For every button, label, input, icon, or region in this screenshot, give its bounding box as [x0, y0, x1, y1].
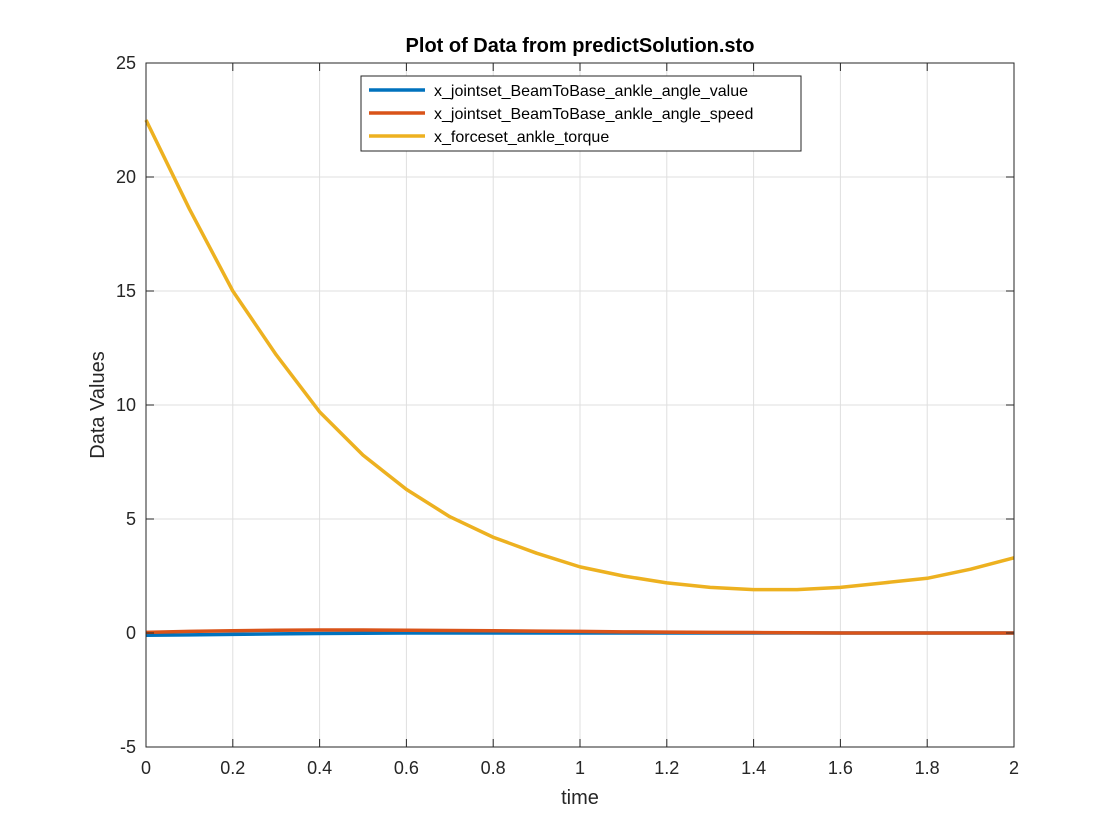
x-tick-label: 0.4 [307, 758, 332, 778]
x-tick-label: 2 [1009, 758, 1019, 778]
x-tick-label: 0 [141, 758, 151, 778]
series-lines [144, 119, 1015, 638]
y-tick-label: 20 [116, 167, 136, 187]
x-tick-label: 0.2 [220, 758, 245, 778]
y-tick-labels: -5 0 5 10 15 20 25 [116, 53, 136, 757]
legend-box [360, 75, 802, 152]
chart-title: Plot of Data from predictSolution.sto [406, 35, 755, 57]
y-tick-label: 25 [116, 53, 136, 73]
x-tick-label: 1.2 [654, 758, 679, 778]
x-tick-label: 1 [575, 758, 585, 778]
y-tick-label: -5 [120, 737, 136, 757]
y-tick-label: 0 [126, 623, 136, 643]
y-tick-label: 15 [116, 281, 136, 301]
x-tick-label: 0.6 [394, 758, 419, 778]
x-tick-label: 1.8 [915, 758, 940, 778]
x-tick-labels: 0 0.2 0.4 0.6 0.8 1 1.2 1.4 1.6 1.8 2 [141, 758, 1019, 778]
legend: x_jointset_BeamToBase_ankle_angle_valuex… [360, 75, 802, 152]
legend-label: x_jointset_BeamToBase_ankle_angle_value [434, 83, 748, 100]
ticks [145, 62, 1015, 748]
series-line-3 [144, 119, 1015, 592]
x-axis-label: time [561, 787, 599, 809]
x-tick-label: 1.4 [741, 758, 766, 778]
y-axis-label: Data Values [87, 351, 109, 458]
y-tick-label: 5 [126, 509, 136, 529]
x-tick-label: 0.8 [481, 758, 506, 778]
y-tick-label: 10 [116, 395, 136, 415]
series-line-2 [145, 628, 1014, 635]
x-tick-label: 1.6 [828, 758, 853, 778]
legend-label: x_jointset_BeamToBase_ankle_angle_speed [434, 106, 753, 123]
legend-label: x_forceset_ankle_torque [434, 129, 609, 146]
